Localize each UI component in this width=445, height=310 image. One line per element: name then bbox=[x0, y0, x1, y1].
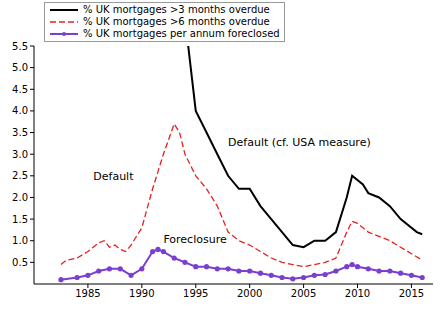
svg-text:3.5: 3.5 bbox=[12, 127, 28, 138]
svg-text:Default: Default bbox=[93, 170, 134, 183]
svg-text:1995: 1995 bbox=[183, 288, 208, 299]
svg-text:4.5: 4.5 bbox=[12, 84, 28, 95]
svg-text:2000: 2000 bbox=[237, 288, 262, 299]
html-text:% UK mortgages >6 months overd: % UK mortgages >6 months overdue bbox=[83, 16, 270, 27]
svg-text:2010: 2010 bbox=[345, 288, 370, 299]
svg-text:5.0: 5.0 bbox=[12, 62, 28, 73]
svg-text:1.5: 1.5 bbox=[12, 214, 28, 225]
svg-text:0.5: 0.5 bbox=[12, 257, 28, 268]
svg-text:2.5: 2.5 bbox=[12, 170, 28, 181]
svg-text:1.0: 1.0 bbox=[12, 235, 28, 246]
svg-text:2005: 2005 bbox=[291, 288, 316, 299]
svg-text:Foreclosure: Foreclosure bbox=[163, 233, 227, 246]
svg-text:1990: 1990 bbox=[129, 288, 154, 299]
svg-text:2.0: 2.0 bbox=[12, 192, 28, 203]
svg-text:1985: 1985 bbox=[75, 288, 100, 299]
svg-text:2015: 2015 bbox=[399, 288, 424, 299]
html-text:% UK mortgages per annum forec: % UK mortgages per annum foreclosed bbox=[83, 28, 280, 39]
svg-text:3.0: 3.0 bbox=[12, 149, 28, 160]
svg-text:Default (cf. USA measure): Default (cf. USA measure) bbox=[228, 136, 371, 149]
svg-text:5.5: 5.5 bbox=[12, 41, 28, 52]
svg-text:4.0: 4.0 bbox=[12, 105, 28, 116]
html-text:% UK mortgages >3 months overd: % UK mortgages >3 months overdue bbox=[83, 4, 270, 15]
